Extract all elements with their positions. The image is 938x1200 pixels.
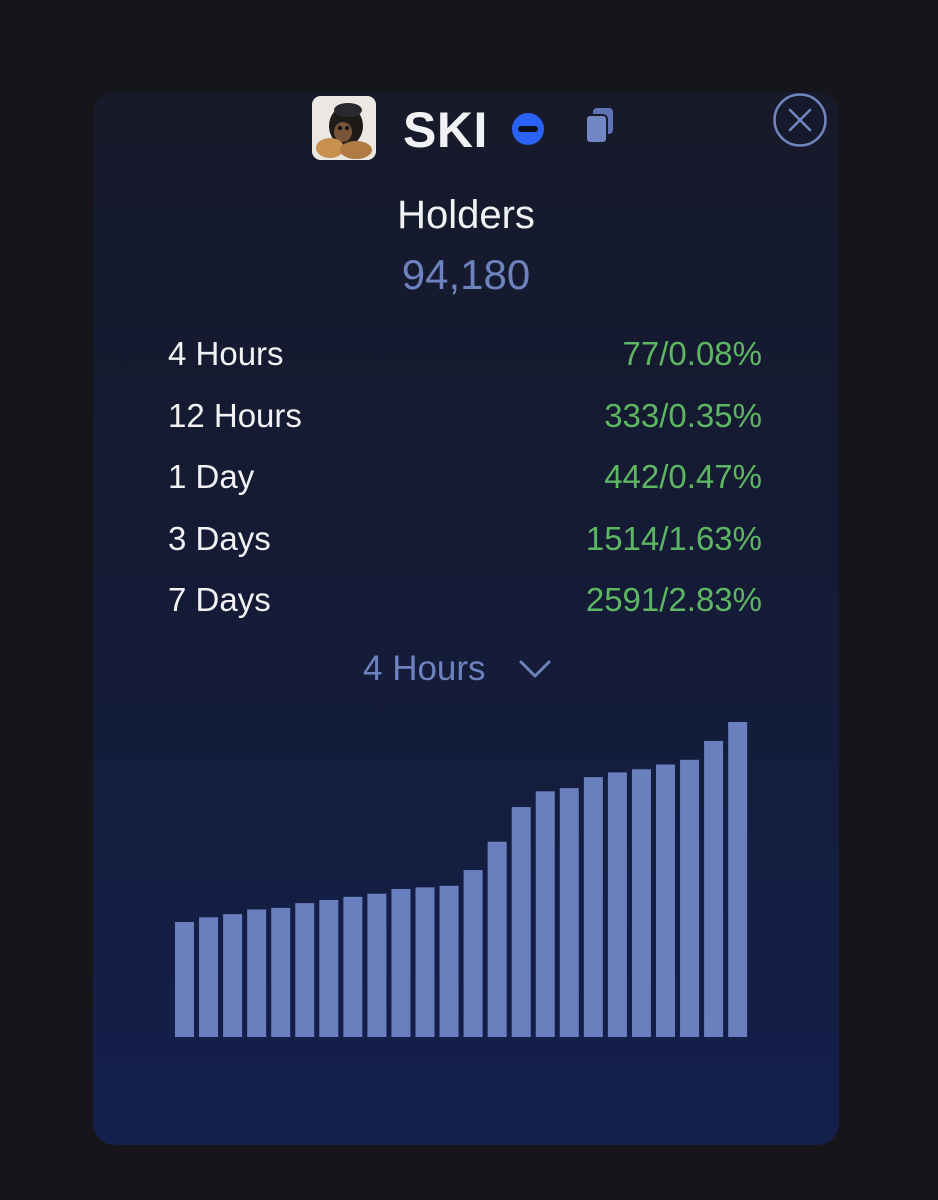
chart-bar (583, 777, 603, 1038)
stat-row-12-hours: 12 Hours 333/0.35% (168, 388, 762, 450)
period-dropdown[interactable]: 4 Hours (363, 643, 552, 695)
chart-bar (175, 922, 194, 1037)
holders-count: 94,180 (401, 251, 531, 298)
chevron-down-icon (519, 660, 551, 678)
stat-value: 333/0.35% (604, 396, 762, 434)
stat-label: 1 Day (168, 458, 255, 495)
stat-value: 2591/2.83% (585, 581, 762, 618)
chart-bar (511, 807, 531, 1037)
chart-bar (295, 903, 315, 1038)
chart-bar (559, 788, 579, 1037)
chart-bar (415, 887, 435, 1038)
copy-icon[interactable] (583, 106, 617, 146)
stat-value: 1514/1.63% (585, 519, 762, 557)
chart-bar (247, 909, 267, 1038)
stat-row-4-hours: 4 Hours 77/0.08% (168, 326, 762, 388)
holders-stats-list: 4 Hours 77/0.08% 12 Hours 333/0.35% 1 Da… (168, 326, 762, 634)
chain-badge-icon (511, 112, 545, 146)
chart-bar (223, 914, 243, 1037)
holders-title: Holders (397, 193, 535, 237)
chart-bar (271, 907, 291, 1037)
chart-bar (439, 885, 459, 1037)
chart-bar (607, 772, 627, 1037)
stat-label: 12 Hours (168, 396, 302, 434)
chart-bar (343, 896, 363, 1037)
chart-bar (367, 893, 387, 1037)
chart-bar (728, 722, 748, 1037)
stat-value: 77/0.08% (622, 335, 762, 372)
holders-bar-chart (175, 722, 748, 1038)
chart-bar (680, 759, 700, 1037)
period-dropdown-label: 4 Hours (363, 649, 486, 688)
stat-row-1-day: 1 Day 442/0.47% (168, 449, 762, 511)
stat-label: 4 Hours (168, 335, 284, 372)
close-icon[interactable] (772, 92, 828, 148)
stat-row-3-days: 3 Days 1514/1.63% (168, 511, 762, 573)
token-avatar-icon (312, 96, 376, 160)
token-name: SKI (403, 102, 488, 158)
chart-bar (463, 870, 483, 1037)
chart-bar (199, 917, 219, 1037)
chart-bar (631, 769, 651, 1037)
stat-label: 3 Days (168, 519, 271, 557)
holders-card: SKI Holders 94,180 4 Hours 77/0.08% (93, 92, 839, 1145)
header: SKI (93, 92, 839, 167)
chart-bar (487, 841, 507, 1037)
stat-value: 442/0.47% (604, 458, 762, 495)
chart-bar (656, 764, 675, 1037)
chart-bar (391, 888, 411, 1037)
chart-bar (535, 791, 555, 1037)
stat-row-7-days: 7 Days 2591/2.83% (168, 572, 762, 634)
stat-label: 7 Days (168, 581, 271, 618)
chart-bar (319, 899, 339, 1037)
chart-bar (704, 740, 724, 1037)
